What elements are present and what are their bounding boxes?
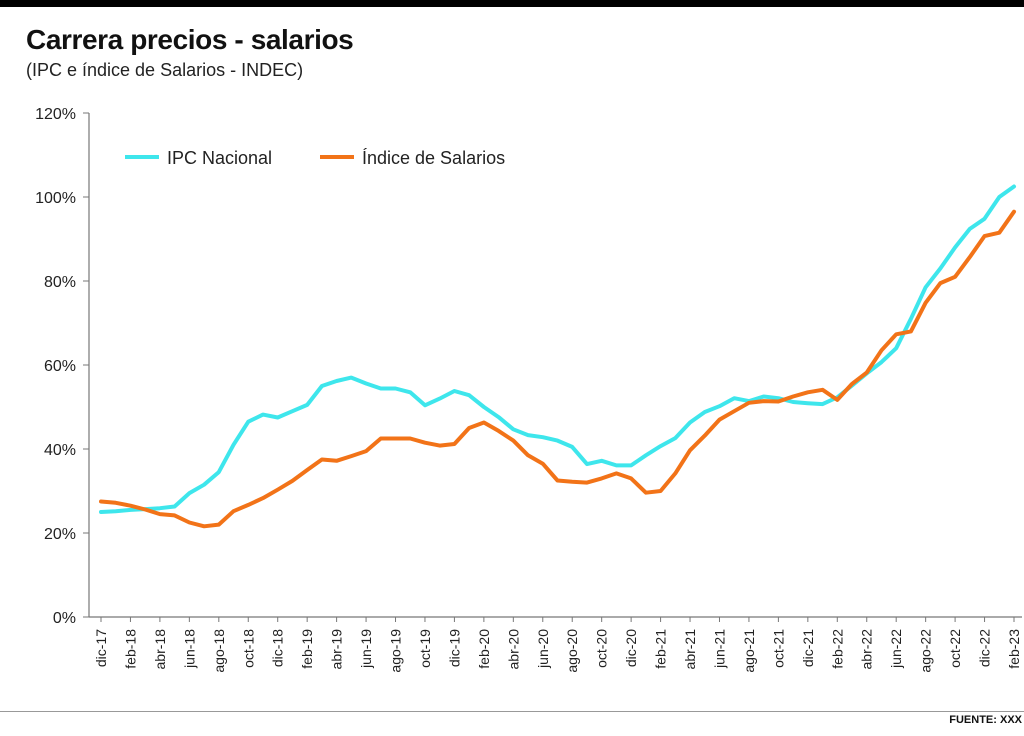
source-note: FUENTE: XXX xyxy=(949,714,1022,726)
legend-label: Índice de Salarios xyxy=(362,148,505,168)
y-tick-label: 100% xyxy=(35,190,76,207)
x-tick-label: oct-19 xyxy=(417,629,433,668)
top-border xyxy=(0,0,1024,7)
x-tick-label: feb-22 xyxy=(829,629,845,669)
chart-subtitle: (IPC e índice de Salarios - INDEC) xyxy=(26,60,304,80)
legend: IPC Nacional Índice de Salarios xyxy=(125,148,505,168)
x-tick-label: oct-22 xyxy=(947,629,963,668)
x-tick-label: jun-18 xyxy=(181,629,197,669)
x-tick-label: dic-21 xyxy=(800,629,816,667)
x-tick-label: jun-19 xyxy=(358,629,374,669)
x-tick-label: dic-22 xyxy=(977,629,993,667)
x-tick-label: feb-19 xyxy=(299,629,315,669)
x-tick-label: dic-18 xyxy=(270,629,286,667)
y-tick-label: 120% xyxy=(35,106,76,123)
x-tick-label: abr-22 xyxy=(859,629,875,670)
x-tick-label: ago-22 xyxy=(918,629,934,673)
y-tick-label: 40% xyxy=(44,442,76,459)
y-tick-label: 80% xyxy=(44,274,76,291)
x-tick-label: feb-23 xyxy=(1006,629,1022,669)
x-tick-label: ago-18 xyxy=(211,629,227,673)
y-tick-label: 0% xyxy=(53,610,76,627)
x-tick-label: jun-20 xyxy=(535,629,551,669)
x-tick-label: oct-18 xyxy=(240,629,256,668)
series-line xyxy=(99,184,1016,514)
x-tick-label: feb-20 xyxy=(476,629,492,669)
y-tick-label: 60% xyxy=(44,358,76,375)
footer-divider xyxy=(0,711,1024,712)
chart-title: Carrera precios - salarios xyxy=(26,24,354,55)
axes: 0% 20% 40% 60% 80% 100% 120% dic-17 feb-18 abr-18… xyxy=(35,106,1022,673)
legend-label: IPC Nacional xyxy=(167,148,272,168)
x-tick-label: dic-20 xyxy=(623,629,639,667)
x-tick-label: dic-19 xyxy=(446,629,462,667)
x-tick-label: feb-21 xyxy=(653,629,669,669)
x-tick-label: ago-19 xyxy=(388,629,404,673)
x-tick-label: oct-21 xyxy=(770,629,786,668)
x-tick-label: oct-20 xyxy=(594,629,610,668)
x-tick-label: abr-20 xyxy=(505,629,521,670)
x-tick-label: abr-21 xyxy=(682,629,698,670)
series-lines xyxy=(99,184,1016,529)
x-tick-label: abr-18 xyxy=(152,629,168,670)
x-tick-label: jun-21 xyxy=(711,629,727,669)
x-tick-label: dic-17 xyxy=(93,629,109,667)
series-line xyxy=(99,209,1016,529)
line-chart: 0% 20% 40% 60% 80% 100% 120% dic-17 feb-18 abr-18… xyxy=(35,106,1022,673)
x-tick-label: ago-20 xyxy=(564,629,580,673)
x-tick-label: abr-19 xyxy=(329,629,345,670)
x-tick-label: feb-18 xyxy=(122,629,138,669)
x-tick-label: jun-22 xyxy=(888,629,904,669)
x-tick-label: ago-21 xyxy=(741,629,757,673)
y-tick-label: 20% xyxy=(44,526,76,543)
